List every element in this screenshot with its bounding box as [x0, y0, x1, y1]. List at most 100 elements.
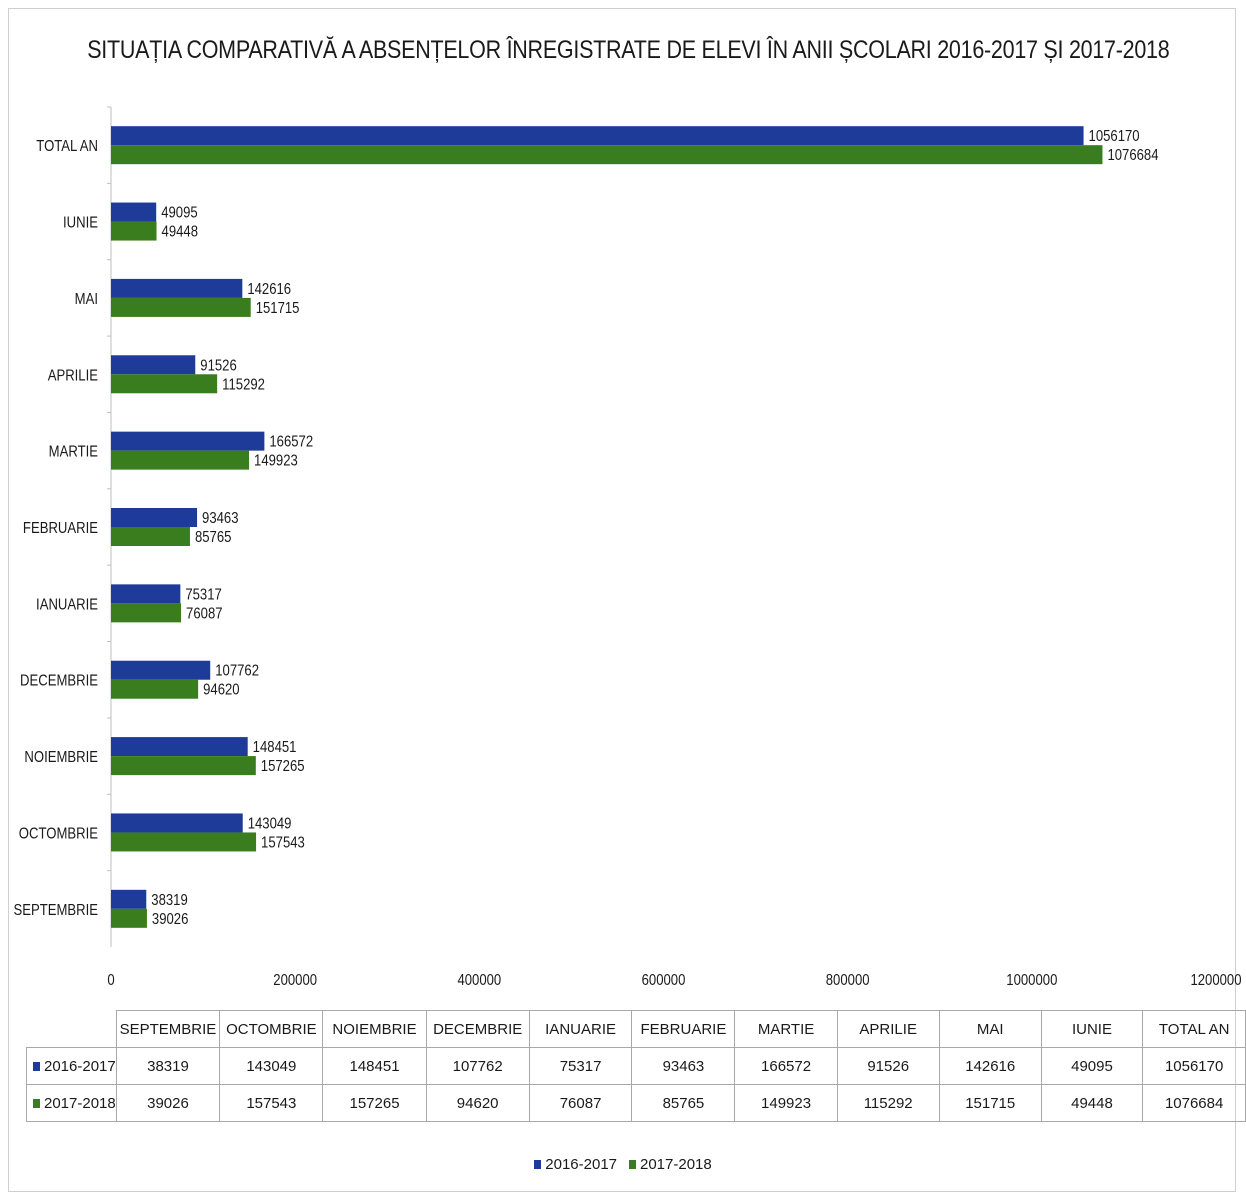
legend-label: 2016-2017 — [545, 1156, 617, 1173]
table-header-cell: NOIEMBRIE — [322, 1010, 427, 1048]
bar-2017-2018 — [111, 374, 218, 394]
table-cell: 151715 — [938, 1084, 1042, 1122]
table-header-cell: FEBRUARIE — [631, 1010, 736, 1048]
table-cell: 157543 — [219, 1084, 324, 1122]
table-series-cell: 2016-2017 — [26, 1047, 117, 1085]
bar-2017-2018 — [111, 221, 157, 241]
bar-2017-2018 — [111, 908, 147, 928]
data-label: 151715 — [256, 300, 300, 317]
category-label: MARTIE — [49, 444, 99, 461]
table-cell: 85765 — [631, 1084, 736, 1122]
table-cell: 49448 — [1040, 1084, 1144, 1122]
data-label: 149923 — [254, 453, 298, 470]
table-cell: 93463 — [631, 1047, 736, 1085]
table-header-cell: TOTAL AN — [1142, 1010, 1246, 1048]
table-cell: 166572 — [734, 1047, 838, 1085]
table-header-cell: APRILIE — [836, 1010, 940, 1048]
data-label: 157265 — [261, 758, 305, 775]
table-cell: 38319 — [115, 1047, 221, 1085]
data-label: 143049 — [248, 815, 292, 832]
legend-swatch — [33, 1098, 40, 1108]
table-cell: 115292 — [836, 1084, 940, 1122]
category-label: MAI — [75, 291, 98, 308]
x-tick-label: 600000 — [642, 972, 686, 989]
data-label: 94620 — [203, 682, 239, 699]
category-label: NOIEMBRIE — [24, 749, 98, 766]
data-label: 91526 — [200, 357, 236, 374]
table-cell: 91526 — [836, 1047, 940, 1085]
category-label: IUNIE — [63, 214, 98, 231]
table-header-cell: IUNIE — [1040, 1010, 1144, 1048]
table-cell: 149923 — [734, 1084, 838, 1122]
table-cell: 49095 — [1040, 1047, 1144, 1085]
bar-2017-2018 — [111, 297, 251, 317]
data-label: 157543 — [261, 834, 305, 851]
table-header-cell: DECEMBRIE — [425, 1010, 530, 1048]
table-cell: 157265 — [322, 1084, 427, 1122]
series-name: 2017-2018 — [44, 1094, 116, 1112]
bar-2017-2018 — [111, 527, 190, 546]
data-label: 115292 — [222, 376, 265, 393]
data-label: 49448 — [162, 223, 198, 240]
bar-2017-2018 — [111, 756, 256, 776]
data-label: 38319 — [151, 892, 187, 909]
bar-2016-2017 — [111, 126, 1084, 146]
category-label: IANUARIE — [36, 596, 98, 613]
bar-2016-2017 — [111, 813, 243, 833]
data-label: 76087 — [186, 605, 222, 622]
category-label: SEPTEMBRIE — [13, 902, 98, 919]
x-tick-label: 0 — [107, 972, 114, 989]
table-cell: 76087 — [528, 1084, 633, 1122]
data-label: 107762 — [215, 663, 259, 680]
bar-2017-2018 — [111, 603, 182, 623]
chart-title: SITUAȚIA COMPARATIVĂ A ABSENȚELOR ÎNREGI… — [87, 36, 1170, 64]
data-table: SEPTEMBRIE OCTOMBRIE NOIEMBRIE DECEMBRIE IAN… — [26, 1010, 1246, 1122]
table-cell: 75317 — [528, 1047, 633, 1085]
data-label: 1056170 — [1089, 128, 1140, 145]
bar-2016-2017 — [111, 737, 248, 757]
x-tick-label: 200000 — [273, 972, 317, 989]
table-header-cell: OCTOMBRIE — [219, 1010, 324, 1048]
table-cell: 39026 — [115, 1084, 221, 1122]
table-series-cell: 2017-2018 — [26, 1084, 117, 1122]
legend-label: 2017-2018 — [640, 1156, 712, 1173]
bar-2016-2017 — [111, 889, 147, 909]
category-label: DECEMBRIE — [20, 673, 98, 690]
bar-2017-2018 — [111, 832, 257, 852]
bar-2016-2017 — [111, 202, 157, 222]
table-header-cell: IANUARIE — [528, 1010, 633, 1048]
data-label: 166572 — [269, 434, 313, 451]
legend-swatch — [534, 1160, 542, 1169]
category-label: TOTAL AN — [36, 138, 98, 155]
table-cell: 1076684 — [1142, 1084, 1246, 1122]
table-row: 2017-2018 39026 157543 157265 94620 76087 8576… — [26, 1084, 1246, 1122]
series-name: 2016-2017 — [44, 1057, 116, 1075]
bar-2017-2018 — [111, 145, 1103, 165]
chart-frame — [8, 8, 1236, 1192]
bar-2016-2017 — [111, 584, 181, 604]
bar-chart-plot: SEPTEMBRIE 38319 39026 OCTOMBRIE 143049 15754… — [13, 106, 1242, 989]
table-header-row: SEPTEMBRIE OCTOMBRIE NOIEMBRIE DECEMBRIE IAN… — [26, 1010, 1246, 1048]
legend-swatch — [33, 1061, 40, 1071]
table-header-cell: SEPTEMBRIE — [115, 1010, 221, 1048]
bar-2016-2017 — [111, 508, 198, 527]
table-cell: 1056170 — [1142, 1047, 1246, 1085]
legend-item: 2016-2017 — [534, 1156, 617, 1173]
bar-2016-2017 — [111, 431, 265, 451]
bar-2017-2018 — [111, 450, 250, 470]
bar-2017-2018 — [111, 679, 199, 699]
table-header-cell: MAI — [938, 1010, 1042, 1048]
legend-item: 2017-2018 — [629, 1156, 712, 1173]
bar-2016-2017 — [111, 660, 211, 680]
table-cell: 142616 — [938, 1047, 1042, 1085]
data-label: 142616 — [247, 281, 291, 298]
legend-swatch — [629, 1160, 636, 1169]
table-cell: 94620 — [425, 1084, 530, 1122]
bar-2016-2017 — [111, 355, 196, 375]
x-tick-label: 1200000 — [1190, 972, 1241, 989]
data-label: 1076684 — [1107, 147, 1158, 164]
table-cell: 107762 — [425, 1047, 530, 1085]
data-label: 85765 — [195, 529, 231, 546]
table-row: 2016-2017 38319 143049 148451 107762 75317 934… — [26, 1047, 1246, 1085]
table-header-cell: MARTIE — [734, 1010, 838, 1048]
